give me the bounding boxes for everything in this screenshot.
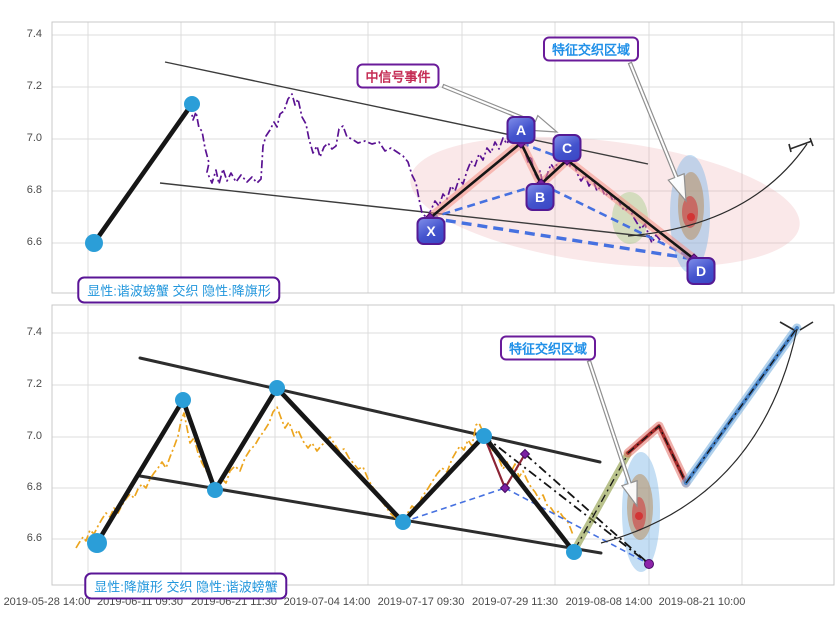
bottom-hidden-BD-dash bbox=[504, 487, 650, 565]
badge-point-D: D bbox=[686, 257, 716, 285]
bottom-hidden-CD-projection bbox=[524, 453, 650, 565]
bottom-breakout-green-core bbox=[574, 453, 629, 550]
top-channel-lower bbox=[159, 182, 653, 238]
bottom-pivot-dot bbox=[476, 428, 492, 444]
bottom-pivot-dot bbox=[207, 482, 223, 498]
bottom-hidden-B-marker bbox=[499, 482, 511, 494]
bottom-y-tick: 6.8 bbox=[26, 481, 42, 493]
bottom-flag-zigzag bbox=[94, 385, 577, 555]
bottom-panel-frame bbox=[51, 304, 835, 586]
top-harmonic-XB-dash bbox=[429, 182, 542, 220]
bottom-breakout-blue-dash bbox=[685, 327, 798, 484]
x-tick: 2019-07-04 14:00 bbox=[283, 596, 371, 608]
bottom-pivot-dot bbox=[269, 380, 285, 396]
bottom-pivot-dot bbox=[87, 533, 107, 553]
bottom-hidden-C-marker bbox=[519, 448, 531, 460]
top-pivot-dot bbox=[85, 234, 103, 252]
x-tick: 2019-05-28 14:00 bbox=[3, 596, 91, 608]
top-target-center-dot bbox=[687, 213, 695, 221]
bottom-target-center-dot bbox=[635, 512, 643, 520]
x-tick: 2019-08-08 14:00 bbox=[565, 596, 653, 608]
bottom-hidden-D-dot bbox=[644, 559, 654, 569]
bottom-y-tick: 7.2 bbox=[26, 378, 42, 390]
top-weave-region-ellipse bbox=[410, 136, 800, 268]
bottom-hidden-AD-projection bbox=[483, 435, 650, 565]
bottom-pivot-dot bbox=[395, 514, 411, 530]
top-arc-cap-hook-left bbox=[788, 143, 792, 153]
top-legend-box: 显性:谐波螃蟹 交织 隐性:降旗形 bbox=[77, 276, 281, 304]
bottom-legend-box: 显性:降旗形 交织 隐性:谐波螃蟹 bbox=[84, 572, 288, 600]
bottom-pivot-dot bbox=[175, 392, 191, 408]
bottom-hidden-XB-dash bbox=[402, 487, 506, 523]
x-tick: 2019-08-21 10:00 bbox=[658, 596, 746, 608]
top-arc-cap-hook-right bbox=[809, 137, 814, 147]
top-harmonic-BD-dash bbox=[540, 182, 695, 261]
badge-point-C: C bbox=[552, 134, 582, 162]
bottom-projection-arc bbox=[600, 328, 798, 544]
x-tick: 2019-07-29 11:30 bbox=[471, 596, 559, 608]
bottom-pivot-dot bbox=[566, 544, 582, 560]
bottom-channel-upper bbox=[138, 356, 602, 464]
top-y-tick: 6.6 bbox=[26, 236, 42, 248]
top-impulse-line bbox=[91, 101, 195, 246]
badge-point-A: A bbox=[506, 116, 536, 144]
top-panel-frame bbox=[51, 21, 835, 294]
top-weave-zone-label: 特征交织区域 bbox=[542, 36, 640, 62]
bottom-y-tick: 7.0 bbox=[26, 430, 42, 442]
top-price-line bbox=[189, 93, 665, 245]
bottom-y-tick: 7.4 bbox=[26, 326, 42, 338]
top-target-inner-ellipse bbox=[682, 196, 698, 228]
top-y-tick: 7.0 bbox=[26, 132, 42, 144]
top-y-tick: 6.8 bbox=[26, 184, 42, 196]
bottom-arc-cap-right bbox=[799, 321, 814, 331]
top-arc-cap bbox=[789, 140, 813, 150]
x-tick: 2019-07-17 09:30 bbox=[377, 596, 465, 608]
top-weave-zone-arrow bbox=[627, 61, 687, 203]
badge-point-X: X bbox=[416, 217, 446, 245]
bottom-arc-cap-left bbox=[779, 321, 795, 331]
bottom-y-tick: 6.6 bbox=[26, 532, 42, 544]
bottom-price-line bbox=[75, 406, 574, 549]
bottom-breakout-red-dash bbox=[627, 424, 687, 484]
bottom-weave-zone-label: 特征交织区域 bbox=[499, 335, 597, 361]
top-y-tick: 7.4 bbox=[26, 28, 42, 40]
badge-point-B: B bbox=[525, 183, 555, 211]
top-projection-arc bbox=[627, 143, 808, 237]
bottom-weave-zone-arrow bbox=[586, 359, 638, 508]
top-y-tick: 7.2 bbox=[26, 80, 42, 92]
top-harmonic-XD-dash bbox=[429, 216, 695, 261]
top-pivot-dot bbox=[184, 96, 200, 112]
signal-event-label: 中信号事件 bbox=[356, 63, 440, 89]
